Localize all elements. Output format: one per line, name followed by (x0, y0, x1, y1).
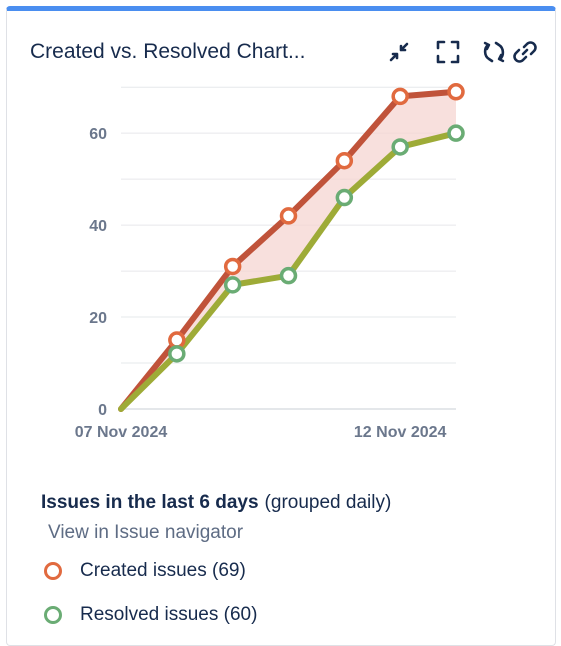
created-series-point (168, 331, 186, 349)
resolved-series-point (223, 276, 242, 294)
fullscreen-button[interactable] (433, 36, 463, 68)
created-series-point (279, 207, 298, 225)
resolved-series-point (279, 266, 298, 285)
resolved-series-point (335, 188, 354, 207)
fullscreen-icon (436, 40, 460, 64)
resolved-series-point (168, 345, 186, 363)
created-vs-resolved-chart: 0 20 40 60 07 Nov 2024 12 Nov 2024 (75, 83, 465, 441)
created-marker-icon (44, 562, 62, 580)
y-tick-label: 0 (98, 402, 107, 419)
gadget-panel (6, 6, 556, 646)
y-tick-label: 60 (89, 126, 107, 143)
legend-title: Issues in the last 6 days (grouped daily) (41, 492, 391, 514)
link-icon (513, 41, 537, 63)
created-series-point (223, 257, 242, 276)
legend-item-created: Created issues (69) (44, 559, 246, 583)
y-tick-label: 40 (89, 218, 107, 235)
x-tick-label: 12 Nov 2024 (354, 424, 447, 441)
legend-subtitle: (grouped daily) (264, 492, 392, 513)
legend-item-label: Resolved issues (60) (80, 604, 258, 625)
minimize-button[interactable] (384, 36, 414, 68)
chart-markers (168, 83, 465, 363)
resolved-series-point (447, 124, 465, 142)
refresh-icon (483, 41, 505, 63)
y-tick-label: 20 (89, 310, 107, 327)
x-tick-label: 07 Nov 2024 (75, 424, 168, 441)
link-button[interactable] (510, 36, 540, 68)
legend-title-text: Issues in the last 6 days (41, 492, 259, 513)
refresh-button[interactable] (479, 36, 509, 68)
legend-item-label: Created issues (69) (80, 560, 246, 581)
created-series-point (335, 152, 354, 170)
legend-item-resolved: Resolved issues (60) (44, 603, 257, 627)
resolved-series-point (391, 138, 409, 156)
view-in-issue-navigator-link[interactable]: View in Issue navigator (48, 522, 244, 543)
created-series-point (391, 87, 409, 106)
created-series-point (447, 83, 465, 101)
gadget-title: Created vs. Resolved Chart... (30, 40, 306, 63)
resolved-marker-icon (44, 606, 62, 624)
chart-labels: 0 20 40 60 07 Nov 2024 12 Nov 2024 (75, 126, 447, 441)
minimize-icon (389, 42, 409, 62)
